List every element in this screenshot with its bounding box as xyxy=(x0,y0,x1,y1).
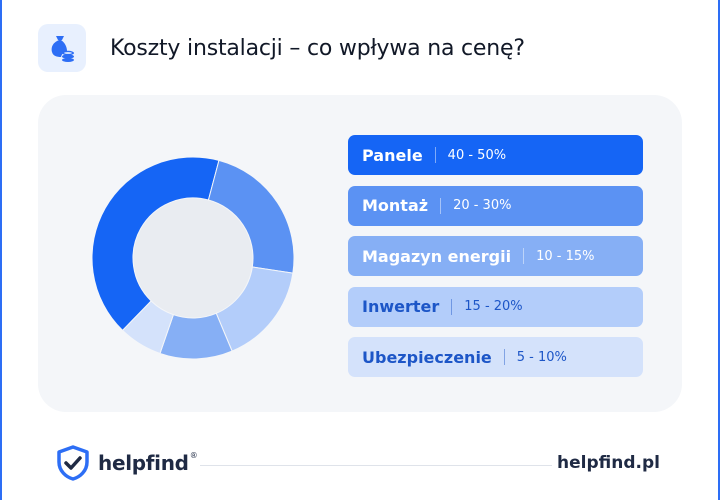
legend-item-separator xyxy=(451,298,453,315)
legend-item: Montaż 20 - 30% xyxy=(348,185,643,226)
legend-item-separator xyxy=(503,349,505,365)
legend-item: Panele 40 - 50% xyxy=(348,135,643,175)
legend-item-range: 10 - 15% xyxy=(536,248,595,264)
legend-item-label: Montaż xyxy=(362,196,429,215)
legend-item-separator xyxy=(523,248,525,264)
registered-mark: ® xyxy=(189,450,198,460)
page-title: Koszty instalacji – co wpływa na cenę? xyxy=(110,35,525,61)
legend: Panele 40 - 50% Montaż 20 - 30% Magazyn ener… xyxy=(348,135,643,388)
footer-divider xyxy=(200,465,552,466)
legend-item-separator xyxy=(440,197,442,214)
legend-item-label: Ubezpieczenie xyxy=(362,347,492,367)
header: Koszty instalacji – co wpływa na cenę? xyxy=(38,24,525,72)
legend-item-label: Magazyn energii xyxy=(362,246,512,266)
legend-item-separator xyxy=(434,147,436,163)
brand-name: helpfind xyxy=(98,451,189,475)
legend-item-range: 20 - 30% xyxy=(453,198,512,213)
legend-item-range: 40 - 50% xyxy=(447,147,507,163)
legend-item: Magazyn energii 10 - 15% xyxy=(348,236,643,276)
money-bag-coins-icon xyxy=(38,24,86,72)
donut-slice xyxy=(121,300,175,355)
donut-slice xyxy=(91,156,220,332)
footer-url[interactable]: helpfind.pl xyxy=(557,453,660,473)
legend-item: Inwerter 15 - 20% xyxy=(348,286,643,327)
donut-center xyxy=(133,198,253,318)
legend-item-label: Inwerter xyxy=(362,297,440,316)
shield-check-icon xyxy=(57,445,89,481)
legend-item-range: 5 - 10% xyxy=(516,349,567,365)
donut-chart xyxy=(91,156,295,360)
legend-item: Ubezpieczenie 5 - 10% xyxy=(348,337,643,377)
helpfind-logo: helpfind ® xyxy=(56,445,198,481)
legend-item-range: 15 - 20% xyxy=(464,299,523,314)
legend-item-label: Panele xyxy=(362,145,423,165)
